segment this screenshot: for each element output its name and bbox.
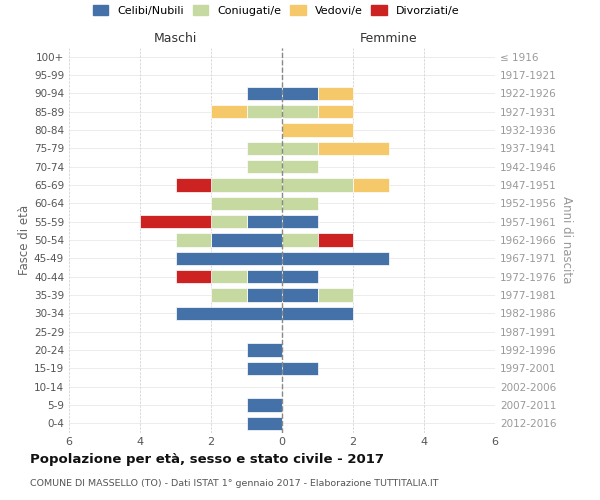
Bar (282, 234, 317, 246)
Bar (211, 105, 247, 118)
Bar (176, 270, 211, 283)
Text: Femmine: Femmine (359, 32, 418, 45)
Bar (176, 306, 282, 320)
Bar (211, 270, 247, 283)
Bar (211, 178, 282, 192)
Bar (247, 398, 282, 411)
Bar (211, 196, 282, 210)
Bar (317, 234, 353, 246)
Y-axis label: Fasce di età: Fasce di età (18, 205, 31, 275)
Bar (211, 288, 247, 302)
Bar (247, 344, 282, 356)
Legend: Celibi/Nubili, Coniugati/e, Vedovi/e, Divorziati/e: Celibi/Nubili, Coniugati/e, Vedovi/e, Di… (88, 0, 464, 20)
Text: Popolazione per età, sesso e stato civile - 2017: Popolazione per età, sesso e stato civil… (30, 452, 384, 466)
Bar (282, 142, 317, 155)
Bar (247, 270, 282, 283)
Bar (247, 86, 282, 100)
Bar (247, 288, 282, 302)
Bar (282, 124, 353, 136)
Bar (176, 234, 211, 246)
Bar (282, 178, 353, 192)
Bar (247, 160, 282, 173)
Bar (176, 252, 282, 265)
Bar (282, 252, 389, 265)
Bar (282, 362, 317, 375)
Bar (317, 105, 353, 118)
Bar (317, 142, 389, 155)
Bar (317, 86, 353, 100)
Bar (282, 160, 317, 173)
Bar (247, 215, 282, 228)
Bar (282, 270, 317, 283)
Bar (140, 215, 211, 228)
Bar (282, 105, 317, 118)
Text: Maschi: Maschi (154, 32, 197, 45)
Bar (282, 86, 317, 100)
Bar (282, 215, 317, 228)
Bar (211, 215, 247, 228)
Bar (317, 288, 353, 302)
Bar (282, 196, 317, 210)
Bar (247, 142, 282, 155)
Bar (247, 362, 282, 375)
Text: COMUNE DI MASSELLO (TO) - Dati ISTAT 1° gennaio 2017 - Elaborazione TUTTITALIA.I: COMUNE DI MASSELLO (TO) - Dati ISTAT 1° … (30, 479, 439, 488)
Bar (353, 178, 389, 192)
Bar (282, 306, 353, 320)
Bar (247, 105, 282, 118)
Bar (176, 178, 211, 192)
Bar (211, 234, 282, 246)
Bar (247, 416, 282, 430)
Bar (282, 288, 317, 302)
Y-axis label: Anni di nascita: Anni di nascita (560, 196, 573, 284)
